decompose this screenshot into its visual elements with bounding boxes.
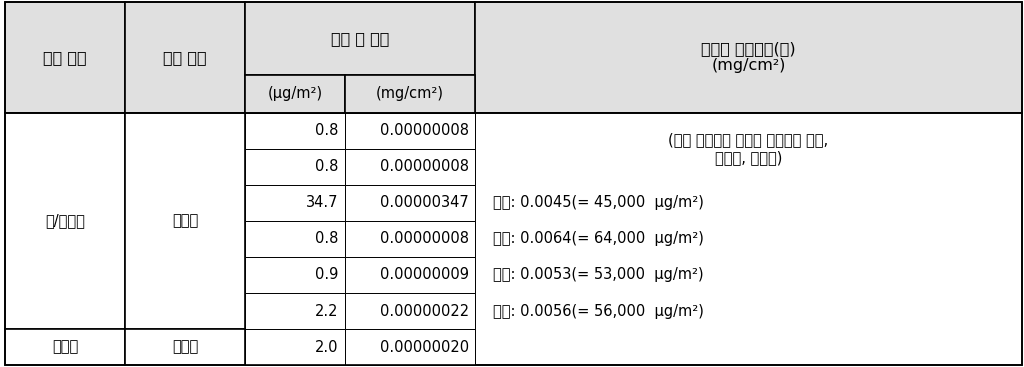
Text: 0.00000008: 0.00000008 bbox=[380, 232, 469, 246]
Text: 0.00000020: 0.00000020 bbox=[380, 339, 469, 355]
Bar bbox=[345, 75, 475, 113]
Bar bbox=[245, 149, 345, 185]
Bar bbox=[5, 113, 125, 329]
Text: 착용 대상: 착용 대상 bbox=[43, 50, 87, 65]
Bar bbox=[345, 329, 475, 365]
Text: 아동: 0.0064(= 64,000  μg/m²): 아동: 0.0064(= 64,000 μg/m²) bbox=[494, 232, 705, 246]
Text: 0.00000008: 0.00000008 bbox=[380, 159, 469, 174]
Text: (가장 강력하게 도출된 안전기준 적용,
비발암, 외의류): (가장 강력하게 도출된 안전기준 적용, 비발암, 외의류) bbox=[669, 132, 828, 165]
Bar bbox=[245, 185, 345, 221]
Text: 외의류: 외의류 bbox=[172, 213, 199, 228]
Bar bbox=[345, 257, 475, 293]
Text: 성인용: 성인용 bbox=[52, 339, 78, 355]
Bar bbox=[125, 113, 245, 329]
Text: 0.00000347: 0.00000347 bbox=[380, 195, 469, 210]
Bar bbox=[245, 221, 345, 257]
Text: 제품 구분: 제품 구분 bbox=[163, 50, 207, 65]
Bar bbox=[245, 75, 345, 113]
Text: 0.00000008: 0.00000008 bbox=[380, 123, 469, 138]
Text: 유/아동용: 유/아동용 bbox=[45, 213, 85, 228]
Text: 0.8: 0.8 bbox=[315, 232, 339, 246]
Text: 0.8: 0.8 bbox=[315, 123, 339, 138]
Bar bbox=[5, 2, 125, 113]
Text: 제품 내 함량: 제품 내 함량 bbox=[331, 31, 389, 46]
Text: 0.8: 0.8 bbox=[315, 159, 339, 174]
Bar bbox=[475, 113, 1022, 365]
Text: 청년: 0.0053(= 53,000  μg/m²): 청년: 0.0053(= 53,000 μg/m²) bbox=[494, 268, 703, 283]
Bar bbox=[125, 329, 245, 365]
Bar bbox=[245, 293, 345, 329]
Text: 2.0: 2.0 bbox=[315, 339, 339, 355]
Bar bbox=[5, 329, 125, 365]
Bar bbox=[475, 2, 1022, 113]
Text: 0.00000009: 0.00000009 bbox=[380, 268, 469, 283]
Bar bbox=[345, 149, 475, 185]
Text: 성인: 0.0056(= 56,000  μg/m²): 성인: 0.0056(= 56,000 μg/m²) bbox=[494, 304, 705, 319]
Bar bbox=[345, 293, 475, 329]
Bar bbox=[245, 2, 475, 75]
Text: 0.00000022: 0.00000022 bbox=[380, 304, 469, 319]
Text: 외의류: 외의류 bbox=[172, 339, 199, 355]
Bar bbox=[245, 113, 345, 149]
Text: (mg/cm²): (mg/cm²) bbox=[376, 86, 443, 101]
Bar bbox=[345, 113, 475, 149]
Text: (μg/m²): (μg/m²) bbox=[267, 86, 323, 101]
Text: 유아: 0.0045(= 45,000  μg/m²): 유아: 0.0045(= 45,000 μg/m²) bbox=[494, 195, 705, 210]
Text: 도출된 안전기준(안)
(mg/cm²): 도출된 안전기준(안) (mg/cm²) bbox=[701, 41, 796, 73]
Bar bbox=[245, 257, 345, 293]
Text: 0.9: 0.9 bbox=[315, 268, 339, 283]
Bar bbox=[345, 185, 475, 221]
Text: 34.7: 34.7 bbox=[306, 195, 339, 210]
Bar bbox=[345, 221, 475, 257]
Bar bbox=[245, 329, 345, 365]
Text: 2.2: 2.2 bbox=[315, 304, 339, 319]
Bar bbox=[125, 2, 245, 113]
